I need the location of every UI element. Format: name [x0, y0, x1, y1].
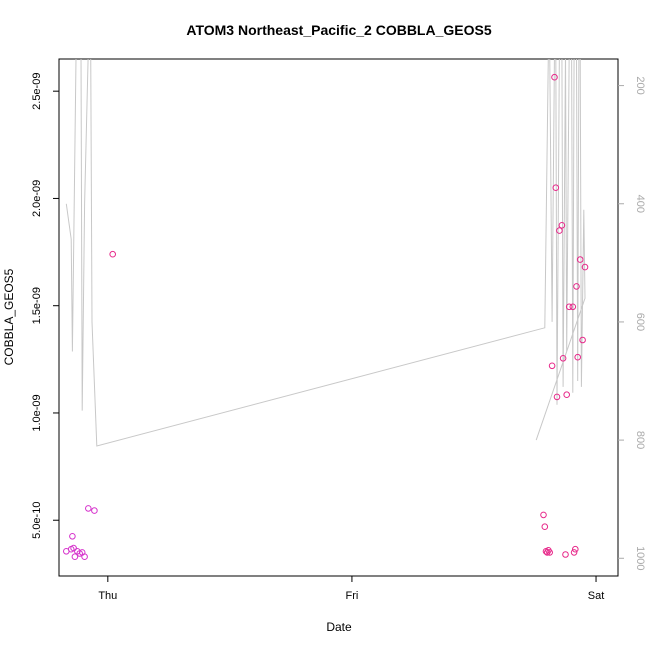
data-point	[85, 505, 92, 512]
plot-frame	[58, 58, 619, 577]
x-tick-label: Sat	[588, 590, 605, 602]
y-axis-label: COBBLA_GEOS5	[2, 268, 16, 365]
data-point	[71, 553, 79, 561]
data-point	[540, 511, 547, 519]
pressure-line	[65, 59, 586, 447]
data-point	[548, 362, 556, 370]
x-tick-label: Thu	[98, 590, 117, 602]
y-tick-label: 2.5e-09	[31, 73, 43, 110]
data-point	[562, 551, 569, 558]
y-tick-label: 1.0e-09	[31, 394, 43, 431]
y-tick-label: 1.5e-09	[31, 287, 43, 324]
data-point	[556, 227, 563, 234]
data-point	[552, 184, 560, 191]
data-point	[558, 222, 566, 229]
right-tick-label: 600	[634, 313, 646, 331]
data-point	[109, 250, 116, 258]
right-tick-label: 200	[634, 76, 646, 94]
data-points-layer	[63, 73, 589, 561]
y-tick-label: 2.0e-09	[31, 180, 43, 217]
data-point	[573, 283, 580, 290]
data-point	[559, 355, 567, 362]
data-point	[565, 303, 573, 311]
data-point	[91, 507, 98, 514]
data-point	[563, 391, 571, 399]
data-point	[553, 393, 561, 401]
right-tick-label: 1000	[634, 546, 646, 570]
right-axis: 200 400 600 800 1000	[618, 76, 646, 571]
data-point	[574, 353, 582, 361]
chart-title: ATOM3 Northeast_Pacific_2 COBBLA_GEOS5	[186, 22, 491, 38]
data-point	[579, 336, 586, 344]
data-point	[69, 533, 76, 540]
x-axis: Thu Fri Sat	[98, 576, 604, 602]
data-point	[546, 549, 554, 556]
data-point	[70, 544, 77, 552]
data-point	[581, 263, 589, 271]
pressure-line-layer	[65, 59, 586, 447]
data-point	[541, 523, 549, 531]
data-point	[551, 73, 558, 81]
data-point	[570, 549, 578, 556]
data-point	[81, 553, 88, 561]
right-tick-label: 800	[634, 431, 646, 449]
data-point	[576, 256, 584, 263]
x-tick-label: Fri	[346, 590, 359, 602]
y-tick-label: 5.0e-10	[31, 502, 43, 539]
y-axis: 5.0e-10 1.0e-09 1.5e-09 2.0e-09 2.5e-09	[31, 73, 59, 539]
x-axis-label: Date	[326, 620, 352, 634]
data-point	[572, 545, 579, 553]
right-tick-label: 400	[634, 195, 646, 213]
data-point	[569, 303, 577, 311]
